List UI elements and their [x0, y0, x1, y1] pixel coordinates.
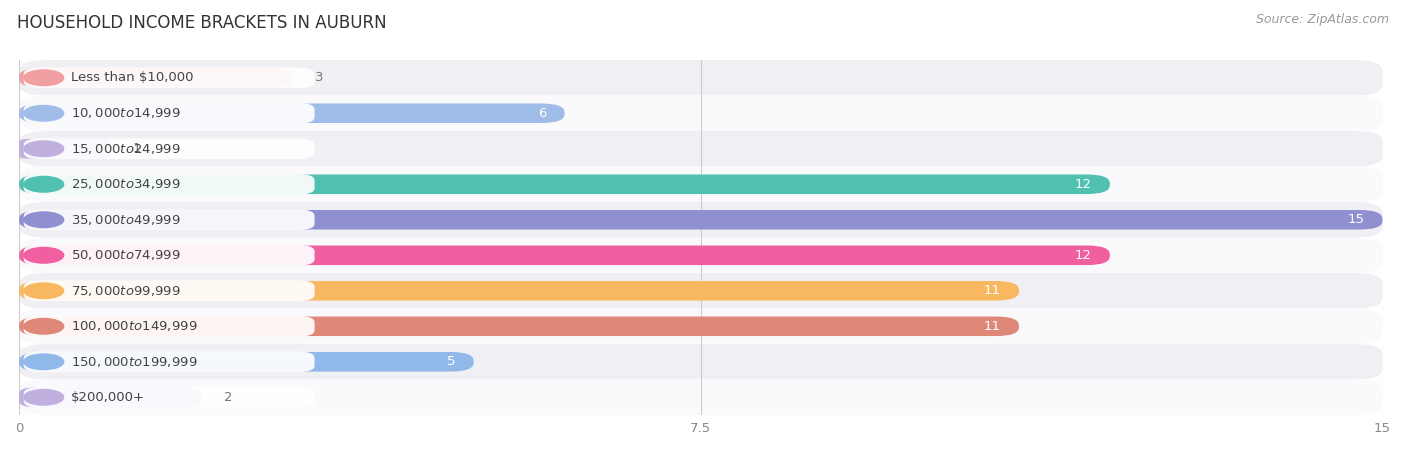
- Circle shape: [24, 283, 63, 299]
- Text: $10,000 to $14,999: $10,000 to $14,999: [70, 106, 180, 120]
- FancyBboxPatch shape: [24, 351, 315, 372]
- FancyBboxPatch shape: [24, 316, 315, 337]
- FancyBboxPatch shape: [20, 344, 1382, 379]
- FancyBboxPatch shape: [20, 131, 1382, 166]
- FancyBboxPatch shape: [20, 95, 1382, 131]
- FancyBboxPatch shape: [20, 166, 1382, 202]
- FancyBboxPatch shape: [24, 387, 315, 408]
- Circle shape: [24, 105, 63, 121]
- Circle shape: [24, 390, 63, 405]
- Circle shape: [24, 354, 63, 369]
- Circle shape: [24, 248, 63, 263]
- Text: 11: 11: [984, 320, 1001, 333]
- Text: $150,000 to $199,999: $150,000 to $199,999: [70, 355, 197, 369]
- Text: $15,000 to $24,999: $15,000 to $24,999: [70, 142, 180, 156]
- FancyBboxPatch shape: [20, 60, 1382, 95]
- FancyBboxPatch shape: [20, 309, 1382, 344]
- Text: 12: 12: [1074, 249, 1091, 262]
- FancyBboxPatch shape: [20, 68, 292, 87]
- FancyBboxPatch shape: [20, 273, 1382, 309]
- FancyBboxPatch shape: [20, 175, 1109, 194]
- FancyBboxPatch shape: [24, 174, 315, 194]
- FancyBboxPatch shape: [20, 202, 1382, 238]
- Text: 1: 1: [132, 142, 141, 155]
- Text: 15: 15: [1347, 213, 1364, 226]
- FancyBboxPatch shape: [24, 280, 315, 301]
- Text: 6: 6: [538, 107, 547, 120]
- Text: 12: 12: [1074, 178, 1091, 191]
- Text: $75,000 to $99,999: $75,000 to $99,999: [70, 284, 180, 298]
- FancyBboxPatch shape: [20, 139, 110, 158]
- Text: Less than $10,000: Less than $10,000: [70, 71, 194, 84]
- FancyBboxPatch shape: [20, 387, 201, 407]
- Text: 5: 5: [447, 356, 456, 368]
- FancyBboxPatch shape: [20, 210, 1382, 230]
- FancyBboxPatch shape: [20, 246, 1109, 265]
- Text: Source: ZipAtlas.com: Source: ZipAtlas.com: [1256, 14, 1389, 27]
- FancyBboxPatch shape: [24, 139, 315, 159]
- Text: $25,000 to $34,999: $25,000 to $34,999: [70, 177, 180, 191]
- Text: 11: 11: [984, 284, 1001, 297]
- FancyBboxPatch shape: [20, 238, 1382, 273]
- FancyBboxPatch shape: [20, 379, 1382, 415]
- Circle shape: [24, 70, 63, 86]
- Text: $100,000 to $149,999: $100,000 to $149,999: [70, 320, 197, 333]
- FancyBboxPatch shape: [24, 245, 315, 266]
- FancyBboxPatch shape: [20, 352, 474, 372]
- FancyBboxPatch shape: [24, 210, 315, 230]
- Text: 2: 2: [224, 391, 232, 404]
- FancyBboxPatch shape: [24, 103, 315, 123]
- FancyBboxPatch shape: [20, 104, 565, 123]
- Text: HOUSEHOLD INCOME BRACKETS IN AUBURN: HOUSEHOLD INCOME BRACKETS IN AUBURN: [17, 14, 387, 32]
- Circle shape: [24, 176, 63, 192]
- Circle shape: [24, 141, 63, 157]
- FancyBboxPatch shape: [24, 68, 315, 88]
- Text: $35,000 to $49,999: $35,000 to $49,999: [70, 213, 180, 227]
- Circle shape: [24, 212, 63, 228]
- FancyBboxPatch shape: [20, 316, 1019, 336]
- Circle shape: [24, 319, 63, 334]
- Text: $200,000+: $200,000+: [70, 391, 145, 404]
- FancyBboxPatch shape: [20, 281, 1019, 301]
- Text: $50,000 to $74,999: $50,000 to $74,999: [70, 248, 180, 262]
- Text: 3: 3: [315, 71, 323, 84]
